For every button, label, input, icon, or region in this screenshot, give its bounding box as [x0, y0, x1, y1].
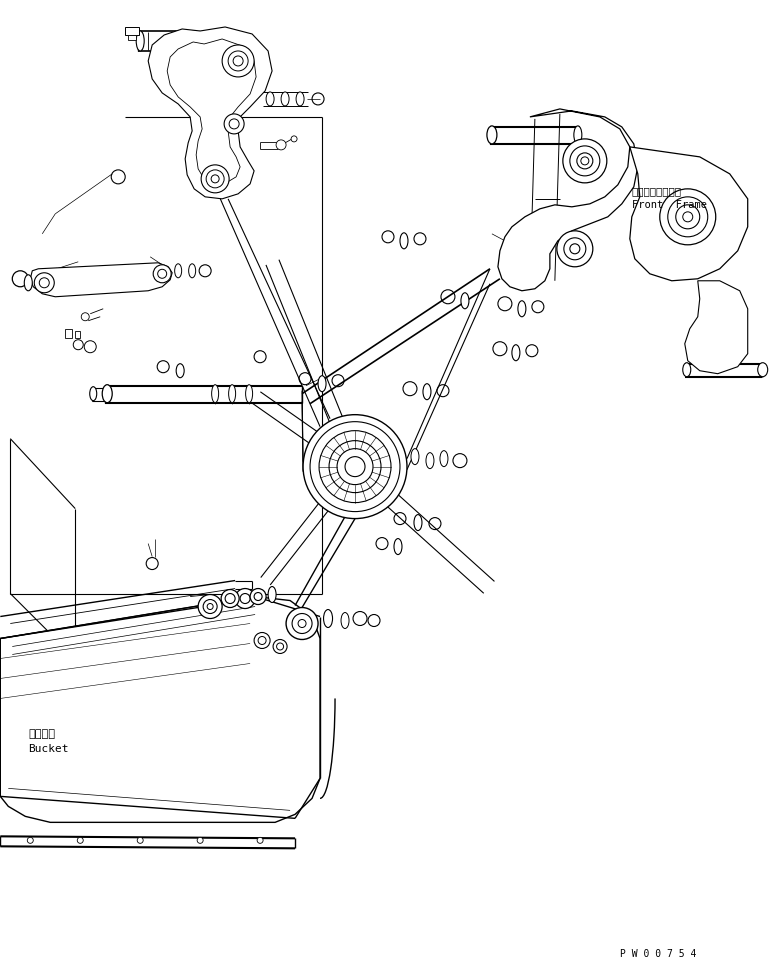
Circle shape	[27, 837, 33, 844]
Circle shape	[557, 232, 593, 267]
Ellipse shape	[175, 264, 181, 279]
Circle shape	[207, 604, 213, 610]
Ellipse shape	[324, 610, 332, 628]
Bar	[125, 28, 139, 36]
Circle shape	[224, 114, 244, 135]
Bar	[128, 36, 136, 41]
Ellipse shape	[414, 515, 422, 531]
Circle shape	[197, 837, 203, 844]
Circle shape	[222, 46, 254, 78]
Text: Bucket: Bucket	[28, 744, 68, 753]
Circle shape	[660, 189, 716, 246]
Circle shape	[77, 837, 83, 844]
Circle shape	[250, 589, 266, 604]
Circle shape	[235, 589, 255, 609]
Ellipse shape	[25, 276, 32, 291]
Ellipse shape	[296, 93, 304, 107]
Polygon shape	[684, 282, 747, 375]
Text: フロントフレーム: フロントフレーム	[632, 185, 682, 196]
Ellipse shape	[487, 127, 497, 145]
Ellipse shape	[757, 363, 767, 378]
Text: バケット: バケット	[28, 728, 55, 739]
Circle shape	[233, 57, 243, 67]
Circle shape	[153, 265, 171, 283]
Ellipse shape	[245, 385, 252, 404]
Circle shape	[683, 212, 693, 223]
Ellipse shape	[512, 345, 520, 361]
Bar	[75, 332, 80, 338]
Circle shape	[257, 837, 263, 844]
Ellipse shape	[411, 449, 419, 465]
Ellipse shape	[518, 302, 526, 317]
Ellipse shape	[228, 385, 235, 404]
Ellipse shape	[400, 234, 408, 250]
Circle shape	[286, 608, 318, 640]
Circle shape	[198, 595, 222, 619]
Ellipse shape	[211, 385, 218, 404]
Ellipse shape	[461, 293, 469, 309]
Circle shape	[211, 176, 219, 184]
Ellipse shape	[574, 127, 582, 145]
Circle shape	[35, 274, 55, 293]
Ellipse shape	[394, 539, 402, 555]
Ellipse shape	[176, 364, 184, 379]
Ellipse shape	[268, 587, 276, 603]
Circle shape	[273, 640, 287, 653]
Ellipse shape	[440, 451, 448, 467]
Polygon shape	[498, 110, 638, 291]
Polygon shape	[630, 148, 747, 282]
Text: P W 0 0 7 5 4: P W 0 0 7 5 4	[620, 949, 696, 958]
Ellipse shape	[266, 93, 274, 107]
Circle shape	[291, 136, 297, 143]
Polygon shape	[148, 28, 272, 200]
Circle shape	[221, 590, 239, 608]
Ellipse shape	[90, 387, 97, 402]
Circle shape	[201, 165, 229, 194]
Circle shape	[254, 633, 270, 649]
Circle shape	[303, 415, 407, 519]
Circle shape	[563, 139, 607, 184]
Text: Front  Frame: Front Frame	[632, 200, 707, 209]
Ellipse shape	[683, 363, 691, 378]
Ellipse shape	[423, 384, 431, 401]
Circle shape	[82, 313, 89, 321]
Circle shape	[137, 837, 143, 844]
Circle shape	[276, 140, 286, 151]
Bar	[65, 330, 72, 338]
Ellipse shape	[102, 385, 112, 404]
Polygon shape	[30, 263, 172, 298]
Circle shape	[581, 158, 589, 165]
Polygon shape	[0, 597, 320, 823]
Ellipse shape	[318, 377, 326, 392]
Ellipse shape	[341, 613, 349, 628]
Ellipse shape	[188, 264, 195, 279]
Ellipse shape	[426, 454, 434, 469]
Ellipse shape	[281, 93, 289, 107]
Ellipse shape	[136, 32, 145, 52]
